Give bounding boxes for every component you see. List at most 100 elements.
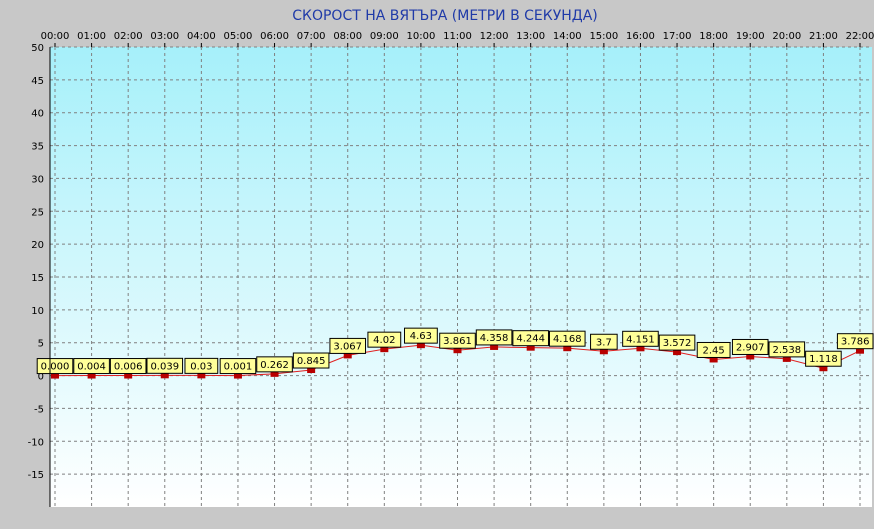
data-label-box <box>590 333 618 350</box>
data-point <box>563 346 572 352</box>
data-label-text: 4.151 <box>626 334 655 345</box>
data-label-text: 0.006 <box>114 362 143 373</box>
data-label-box <box>512 330 549 347</box>
y-tick-label: 10 <box>31 306 44 317</box>
data-label-text: 0.000 <box>41 362 70 373</box>
y-tick-label: 25 <box>31 207 44 218</box>
data-label: 4.63 <box>404 327 438 344</box>
data-point <box>197 373 206 379</box>
y-tick-label: 15 <box>31 273 44 284</box>
data-label-box <box>184 357 219 374</box>
data-label: 2.907 <box>731 338 769 355</box>
y-tick-label: 40 <box>31 109 44 120</box>
data-label-layer: 0.000 0.004 0.006 0.039 0.03 0.001 0.262 0.845 3… <box>36 327 874 375</box>
data-point <box>709 357 718 363</box>
x-tick-label: 11:00 <box>443 31 472 42</box>
x-tick-label: 18:00 <box>699 31 728 42</box>
data-point <box>819 366 828 372</box>
data-label-text: 4.244 <box>516 334 545 345</box>
data-label-text: 3.7 <box>596 337 612 348</box>
data-point <box>673 350 682 356</box>
x-tick-label: 07:00 <box>297 31 326 42</box>
data-label: 4.358 <box>475 329 513 346</box>
x-tick-label: 13:00 <box>516 31 545 42</box>
data-label-box <box>109 358 147 375</box>
data-label: 0.001 <box>219 358 257 375</box>
y-tick-label: -5 <box>34 404 44 415</box>
y-tick-label: 20 <box>31 240 44 251</box>
data-label: 0.000 <box>36 358 74 375</box>
x-tick-label: 16:00 <box>626 31 655 42</box>
x-tick-label: 06:00 <box>260 31 289 42</box>
y-tick-label: -15 <box>28 470 44 481</box>
data-label-text: 1.118 <box>809 354 838 365</box>
y-tick-label: 0 <box>38 372 44 383</box>
x-tick-label: 22:00 <box>846 31 874 42</box>
data-label-text: 4.168 <box>553 334 582 345</box>
data-point <box>51 373 59 379</box>
x-tick-label: 19:00 <box>736 31 765 42</box>
data-label-text: 0.004 <box>77 362 106 373</box>
y-tick-label: 30 <box>31 174 44 185</box>
data-label-box <box>146 357 184 374</box>
data-point <box>453 348 462 354</box>
data-label-box <box>256 356 293 373</box>
y-tick-label: 5 <box>38 339 44 350</box>
data-point <box>380 347 389 353</box>
data-label: 4.02 <box>367 331 402 348</box>
data-label-box <box>404 327 438 344</box>
x-tick-label: 03:00 <box>150 31 179 42</box>
data-label-box <box>73 358 110 375</box>
data-label-text: 0.262 <box>260 360 289 371</box>
data-point <box>490 344 499 350</box>
data-point <box>270 371 279 377</box>
x-tick-label: 21:00 <box>809 31 838 42</box>
data-point <box>782 356 791 362</box>
data-label: 0.004 <box>73 358 110 375</box>
x-tick-label: 02:00 <box>114 31 143 42</box>
x-tick-label: 14:00 <box>553 31 582 42</box>
data-label-text: 4.63 <box>410 331 432 342</box>
data-label: 0.039 <box>146 357 184 374</box>
data-label-text: 3.067 <box>333 341 362 352</box>
data-point <box>124 373 133 379</box>
x-tick-label: 20:00 <box>772 31 801 42</box>
data-label: 3.572 <box>658 334 696 351</box>
data-label-text: 0.001 <box>224 362 253 373</box>
data-label: 4.168 <box>548 330 586 347</box>
data-label-text: 3.861 <box>443 336 472 347</box>
x-tick-label: 15:00 <box>589 31 618 42</box>
y-tick-label: 50 <box>31 43 44 54</box>
chart-title: СКОРОСТ НА ВЯТЪРА (МЕТРИ В СЕКУНДА) <box>292 8 598 24</box>
data-label: 0.262 <box>256 356 293 373</box>
data-label-box <box>548 330 586 347</box>
grid-layer <box>50 43 872 507</box>
y-tick-label: 45 <box>31 76 44 87</box>
data-point <box>343 353 352 359</box>
data-label-box <box>805 350 842 367</box>
data-label-text: 3.572 <box>663 338 692 349</box>
x-tick-label: 08:00 <box>333 31 362 42</box>
data-label-box <box>696 341 731 358</box>
data-label-box <box>36 358 74 375</box>
x-tick-label: 04:00 <box>187 31 216 42</box>
x-tick-label: 09:00 <box>370 31 399 42</box>
x-tick-label: 12:00 <box>480 31 509 42</box>
marker-layer <box>51 343 864 379</box>
data-label-box <box>658 334 696 351</box>
data-point <box>856 348 864 354</box>
data-label-box <box>622 330 659 347</box>
data-label: 3.786 <box>836 333 874 350</box>
data-label-text: 2.907 <box>736 342 765 353</box>
x-tick-labels: 00:00 01:00 02:00 03:00 04:00 05:00 06:00 07:00… <box>41 31 874 42</box>
data-label-box <box>475 329 513 346</box>
data-label-text: 2.538 <box>772 345 801 356</box>
data-label: 0.006 <box>109 358 147 375</box>
data-label-box <box>768 341 806 358</box>
data-label-text: 4.358 <box>480 333 509 344</box>
data-label-box <box>292 352 330 369</box>
y-tick-label: 35 <box>31 142 44 153</box>
data-label-text: 0.845 <box>297 356 326 367</box>
data-point <box>87 373 96 379</box>
